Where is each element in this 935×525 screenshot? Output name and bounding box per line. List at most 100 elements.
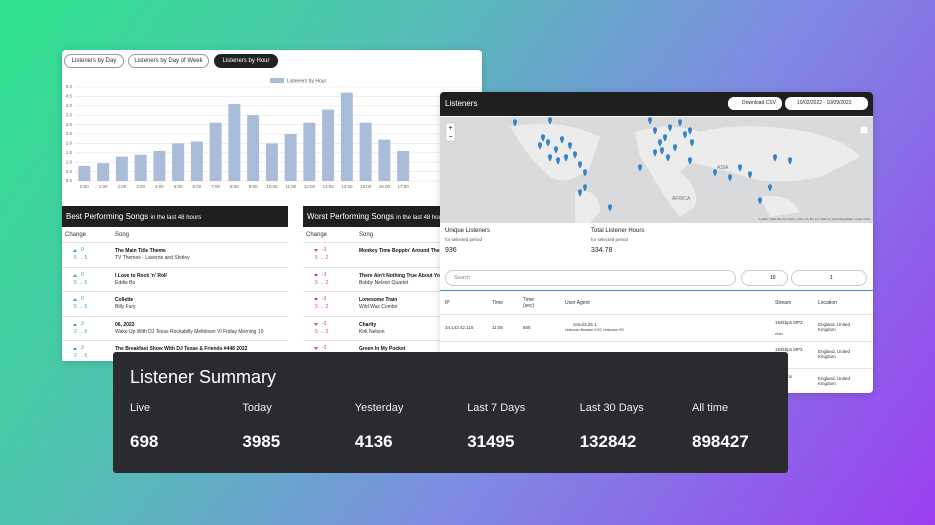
song-artist: Wild Wax Combo [359,304,398,310]
table-header: User Agent [565,300,590,306]
map-pin [757,196,763,206]
song-artist: Billy Fury [115,304,136,310]
song-title: Charity [359,321,377,328]
summary-label: Last 30 Days [579,402,644,414]
col-header: Change [306,232,328,238]
tab[interactable]: Listeners by Day [64,54,124,68]
song-title: There Ain't Nothing True About You [359,272,443,279]
listeners-title: Listeners [445,99,478,108]
summary-label: Today [242,402,272,414]
change: 0 [81,247,84,253]
bar [228,103,241,181]
stream: 192kbps MP3 [775,347,803,352]
map-pin [567,141,573,151]
download-button[interactable]: Download CSV [728,97,782,110]
x-tick-label: 17:00 [397,184,409,189]
map-pin [747,170,753,180]
change-arrow [73,347,77,350]
song-title: Green In My Pocket [359,346,406,352]
song-row: -3 5 → 2 There Ain't Nothing True About Yo… [303,266,453,291]
song-title: I Love to Rock 'n' Roll [115,272,167,279]
song-title: Collette [115,297,134,303]
y-tick-label: 4.5 [66,94,73,99]
map-pin [637,163,643,173]
x-tick-label: 8:00 [230,184,239,189]
map-pin [767,183,773,193]
download-label: Download CSV [742,100,776,106]
row-divider [440,314,873,315]
worst-subtitle: in the last 48 hours [396,215,447,221]
change-detail: 2 → 5 [74,353,88,359]
map-pin [572,150,578,160]
change-arrow [73,273,77,277]
bar [97,163,110,181]
land [575,191,600,223]
map-pin [553,145,559,155]
summary-value: 132842 [579,432,637,451]
summary-label: Last 7 Days [467,402,526,414]
search-placeholder: Search [454,275,470,281]
x-tick-label: 0:00 [80,184,89,189]
map-pin [682,130,688,140]
bar [265,143,278,181]
map-pin [582,183,588,193]
search-input[interactable]: Search [445,270,736,286]
worst-songs: Worst Performing Songs in the last 48 ho… [303,206,453,361]
listener-summary: Listener Summary Live 698 Today 3985 Yesterd… [113,352,788,473]
map-pin [577,188,583,198]
bar [153,150,166,181]
tab[interactable]: Listeners by Hour [214,54,278,68]
map-pin [559,135,565,145]
change-arrow [73,298,77,301]
map-pin [667,123,673,133]
song-artist: Bobby Nelson Quartet [359,279,409,286]
summary-value: 698 [130,432,159,451]
listeners-header: Listeners Download CSV 10/02/2022 - 10/0… [440,92,873,116]
change: 3 [81,345,84,351]
song-row: -3 5 → 2 Charity Kirk Nelson [303,315,453,340]
song-artist: TV Themes - Laverne and Shirley [115,255,190,261]
land [635,126,860,217]
song-title: The Main Title Theme [115,248,166,254]
tab[interactable]: Listeners by Day of Week [128,54,209,68]
map-pin [665,153,671,163]
x-tick-label: 9:00 [249,184,258,189]
map-pin [512,118,518,128]
date-picker[interactable]: 10/02/2022 - 10/09/2022 [785,97,868,110]
zoom-control[interactable] [445,122,456,142]
legend-label: Listeners by Hour [287,78,327,84]
bar [172,143,185,181]
change-detail: 5 → 2 [315,304,329,310]
x-tick-label: 2:00 [117,184,126,189]
row-divider [440,341,873,342]
map-pin [563,153,569,163]
page-size[interactable]: 10 [741,270,788,286]
col-header: Song [359,232,374,238]
zoom-out[interactable]: − [448,134,452,141]
pagination[interactable]: 1 [791,270,867,286]
song-title: Lonesome Train [359,297,398,303]
change-detail: 2 → 5 [74,328,88,335]
col-header: Song [115,232,130,238]
best-subtitle: in the last 48 hours [150,215,202,221]
map-pin [547,153,553,163]
zoom-in[interactable]: + [448,125,452,132]
hour-chart: Listeners by Hour 0.0 0.5 1.0 1.5 2.0 2.5 3.0 3… [66,78,480,189]
stat-value: 334.78 [591,247,613,254]
change-detail: 5 → 2 [315,328,329,335]
map-pin [555,156,561,166]
stat-label: Unique Listeners [445,228,491,234]
y-tick-label: 0.0 [66,178,73,183]
x-tick-label: 3:00 [136,184,145,189]
map-pin [657,138,663,148]
table-header: Time [492,300,503,306]
x-tick-label: 11:00 [285,184,296,189]
change: 3 [81,320,84,327]
y-tick-label: 3.0 [66,122,73,127]
y-tick-label: 4.0 [66,103,73,108]
change-arrow [314,322,318,326]
summary-value: 31495 [467,432,515,451]
fullscreen[interactable] [859,125,869,135]
